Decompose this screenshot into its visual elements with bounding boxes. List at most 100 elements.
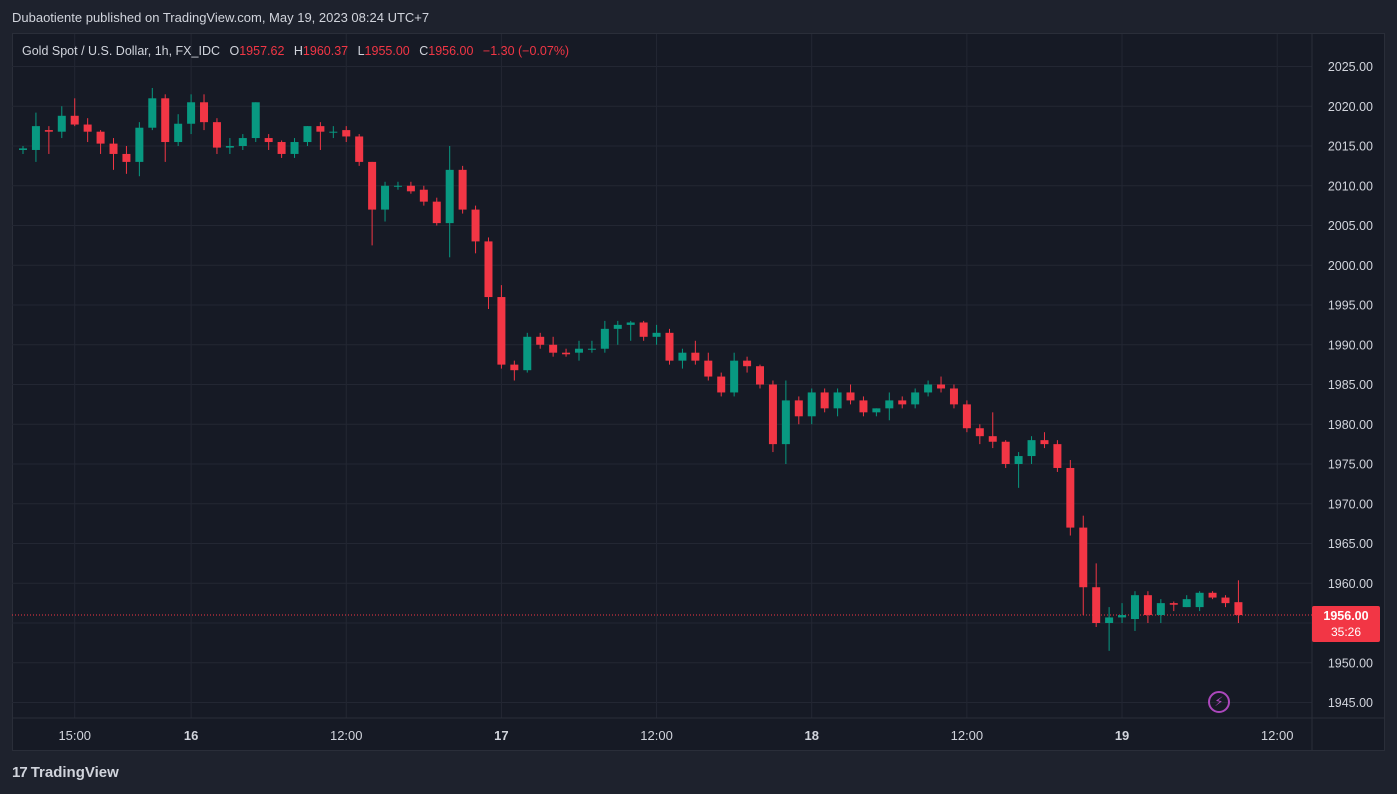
- candle-body: [290, 142, 299, 154]
- candle-body: [743, 360, 752, 367]
- candle-body: [1156, 603, 1165, 616]
- candle-body: [613, 324, 622, 329]
- x-tick-label: 12:00: [640, 728, 673, 743]
- close-value: 1956.00: [428, 44, 474, 58]
- candle-body: [355, 136, 364, 162]
- candle-body: [975, 428, 984, 437]
- candle-body: [484, 241, 493, 298]
- candle-body: [174, 123, 183, 143]
- x-tick-label: 18: [804, 728, 818, 743]
- candle-body: [1234, 602, 1243, 616]
- tradingview-logo: 17: [12, 764, 28, 781]
- candle-body: [820, 392, 829, 409]
- publisher-line: Dubaotiente published on TradingView.com…: [12, 10, 430, 25]
- candle-body: [225, 146, 234, 148]
- candle-body: [768, 384, 777, 445]
- last-price-value: 1956.00: [1323, 609, 1369, 623]
- candle-body: [212, 122, 221, 148]
- open-label: O: [229, 44, 240, 58]
- candle-body: [109, 143, 118, 154]
- candle-body: [251, 102, 260, 139]
- y-tick-label: 1980.00: [1328, 418, 1373, 432]
- candle-body: [342, 130, 351, 137]
- candle-body: [1105, 617, 1114, 623]
- candle-body: [626, 322, 635, 325]
- candle-body: [1079, 527, 1088, 588]
- candle-body: [19, 148, 27, 150]
- candle-body: [691, 352, 700, 361]
- axes: 2025.00 2020.00 2015.00 2010.00 2005.00 2000.…: [12, 34, 1385, 750]
- x-tick-label: 17: [494, 728, 508, 743]
- candle-body: [419, 189, 428, 202]
- candle-body: [57, 115, 66, 132]
- x-tick-label: 12:00: [1261, 728, 1294, 743]
- candle-body: [148, 98, 157, 128]
- y-tick-label: 1950.00: [1328, 656, 1373, 670]
- high-value: 1960.37: [302, 44, 349, 58]
- candle-body: [562, 352, 571, 355]
- candle-body: [1066, 467, 1075, 528]
- high-label: H: [293, 44, 303, 58]
- last-price-tag: 1956.00 35:26: [1312, 606, 1380, 642]
- candle-body: [807, 392, 816, 417]
- candle-body: [1014, 456, 1023, 464]
- close-label: C: [419, 44, 429, 58]
- low-value: 1955.00: [364, 44, 410, 58]
- candle-body: [665, 332, 674, 361]
- candle-body: [678, 352, 687, 361]
- candle-body: [1053, 444, 1062, 468]
- y-tick-label: 2005.00: [1328, 219, 1373, 233]
- candle-body: [652, 332, 661, 337]
- chart-frame[interactable]: [12, 33, 1385, 751]
- candle-body: [187, 102, 196, 124]
- candle-body: [161, 98, 170, 143]
- candle-body: [393, 185, 402, 187]
- candle-body: [587, 348, 596, 350]
- candle-body: [1195, 592, 1204, 608]
- bar-countdown: 35:26: [1330, 625, 1362, 639]
- candle-body: [1040, 440, 1049, 445]
- y-tick-label: 1970.00: [1328, 497, 1373, 511]
- candle-body: [31, 126, 40, 150]
- candle-body: [1027, 440, 1036, 457]
- candle-body: [1221, 597, 1230, 604]
- candle-body: [1092, 587, 1101, 623]
- candle-body: [1169, 603, 1178, 605]
- y-tick-label: 1990.00: [1328, 338, 1373, 352]
- y-tick-label: 1960.00: [1328, 577, 1373, 591]
- open-value: 1957.62: [239, 44, 285, 58]
- x-tick-label: 16: [184, 728, 198, 743]
- candles: [19, 87, 1243, 651]
- candle-body: [962, 404, 971, 429]
- lightning-icon[interactable]: ⚡︎: [1208, 691, 1230, 713]
- candle-body: [859, 400, 868, 413]
- y-tick-label: 2000.00: [1328, 259, 1373, 273]
- tradingview-brand[interactable]: 17 TradingView: [12, 764, 119, 781]
- candle-body: [574, 348, 583, 353]
- candle-body: [471, 209, 480, 242]
- y-tick-label: 1995.00: [1328, 299, 1373, 313]
- candle-body: [846, 392, 855, 401]
- candle-body: [497, 297, 506, 365]
- candle-body: [600, 328, 609, 349]
- symbol-label: Gold Spot / U.S. Dollar, 1h, FX_IDC: [22, 44, 220, 58]
- y-tick-label: 1985.00: [1328, 378, 1373, 392]
- candle-body: [445, 169, 454, 224]
- candle-body: [549, 344, 558, 353]
- candle-body: [381, 185, 390, 210]
- candle-body: [510, 364, 519, 371]
- candle-body: [329, 131, 338, 133]
- x-tick-label: 19: [1115, 728, 1129, 743]
- low-label: L: [357, 44, 365, 58]
- candle-body: [704, 360, 713, 377]
- x-tick-label: 12:00: [951, 728, 984, 743]
- candle-body: [458, 169, 467, 210]
- brand-name: TradingView: [30, 764, 119, 781]
- candle-body: [730, 360, 739, 393]
- candle-body: [872, 408, 881, 413]
- y-tick-label: 2025.00: [1328, 60, 1373, 74]
- candle-body: [639, 322, 648, 337]
- candle-body: [949, 388, 958, 405]
- candle-body: [83, 124, 92, 132]
